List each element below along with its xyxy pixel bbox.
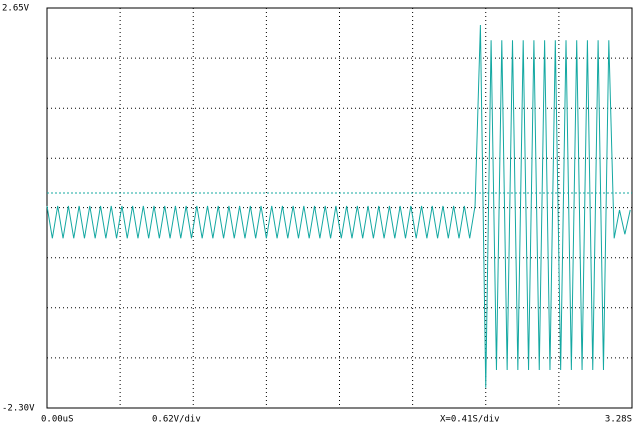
x-tick-label: 3.28S	[605, 415, 632, 425]
waveform	[46, 24, 631, 388]
volts-per-div: 0.62V/div	[152, 415, 201, 425]
time-per-div: X=0.41S/div	[440, 415, 500, 425]
y-tick-label: 2.65V	[2, 4, 30, 14]
x-tick-label: 0.00uS	[41, 415, 74, 425]
y-tick-label: -2.30V	[2, 404, 35, 414]
